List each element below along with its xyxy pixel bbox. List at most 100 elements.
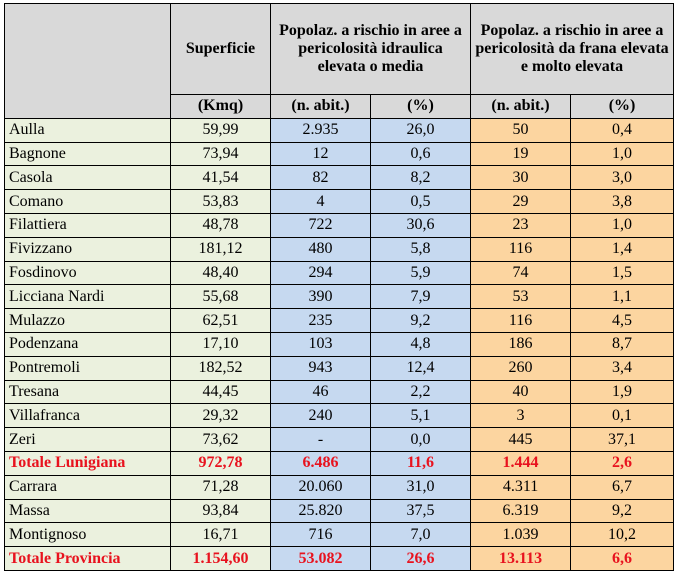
header-cell: Popolaz. a rischio in aree a pericolosit… xyxy=(470,3,675,95)
table-row: Pontremoli 182,52 943 12,4 260 3,4 xyxy=(4,355,675,381)
cell: 4 xyxy=(270,189,371,214)
cell: 294 xyxy=(270,260,371,286)
header-cell: Popolaz. a rischio in aree a pericolosit… xyxy=(269,3,472,95)
row-label: Zeri xyxy=(4,427,171,452)
cell: 2,2 xyxy=(369,379,472,405)
cell: 17,10 xyxy=(170,331,271,357)
cell: 972,78 xyxy=(170,450,271,476)
cell: 186 xyxy=(470,331,572,357)
cell: 41,54 xyxy=(170,165,271,191)
table-row: Carrara 71,28 20.060 31,0 4.311 6,7 xyxy=(4,474,675,500)
cell: 3,4 xyxy=(570,355,675,381)
table-row: Montignoso 16,71 716 7,0 1.039 10,2 xyxy=(4,522,675,548)
row-label: Aulla xyxy=(4,117,171,143)
cell: 93,84 xyxy=(170,498,271,524)
table-row: Bagnone 73,94 12 0,6 19 1,0 xyxy=(4,141,675,167)
cell: 46 xyxy=(270,379,371,405)
cell: 445 xyxy=(470,427,572,452)
cell: 71,28 xyxy=(170,474,271,500)
row-label: Podenzana xyxy=(4,331,171,357)
cell: 50 xyxy=(470,117,572,143)
row-label: Carrara xyxy=(4,474,171,500)
cell: 1,9 xyxy=(570,379,675,405)
cell: 722 xyxy=(270,212,371,238)
table-row: Zeri 73,62-0,0 445 37,1 xyxy=(4,427,675,452)
cell: 13.113 xyxy=(470,546,572,571)
cell: 1,4 xyxy=(570,236,675,262)
cell: 19 xyxy=(470,141,572,167)
unit-cell: (n. abit.) xyxy=(470,94,572,119)
cell: 29,32 xyxy=(170,403,271,429)
cell: 116 xyxy=(470,308,572,333)
cell: 44,45 xyxy=(170,379,271,405)
cell: 0,0 xyxy=(369,427,472,452)
cell: 40 xyxy=(470,379,572,405)
cell: 25.820 xyxy=(270,498,371,524)
cell: 2.935 xyxy=(270,117,371,143)
row-label: Totale Lunigiana xyxy=(4,450,171,476)
row-label: Bagnone xyxy=(4,141,171,167)
unit-cell: (%) xyxy=(369,94,472,119)
cell: 5,1 xyxy=(369,403,472,429)
cell: 103 xyxy=(270,331,371,357)
table-row: Mulazzo 62,51 235 9,2 116 4,5 xyxy=(4,308,675,333)
cell: 30 xyxy=(470,165,572,191)
cell: 53 xyxy=(470,284,572,310)
cell: 240 xyxy=(270,403,371,429)
row-label: Casola xyxy=(4,165,171,191)
table-row: Massa 93,84 25.820 37,5 6.319 9,2 xyxy=(4,498,675,524)
table-row: Totale Lunigiana 972,78 6.486 11,6 1.444 2,6 xyxy=(4,450,675,476)
cell: 23 xyxy=(470,212,572,238)
cell: 235 xyxy=(270,308,371,333)
cell: 12,4 xyxy=(369,355,472,381)
cell: 4,5 xyxy=(570,308,675,333)
cell: 116 xyxy=(470,236,572,262)
cell: 3,0 xyxy=(570,165,675,191)
cell: 7,9 xyxy=(369,284,472,310)
cell: 10,2 xyxy=(570,522,675,548)
cell: 6.486 xyxy=(270,450,371,476)
cell: 3,8 xyxy=(570,189,675,214)
row-label: Licciana Nardi xyxy=(4,284,171,310)
cell: 480 xyxy=(270,236,371,262)
cell: 55,68 xyxy=(170,284,271,310)
table-row: Fosdinovo 48,40 294 5,9 74 1,5 xyxy=(4,260,675,286)
unit-cell: (n. abit.) xyxy=(270,94,371,119)
cell: 6.319 xyxy=(470,498,572,524)
cell: 1.039 xyxy=(470,522,572,548)
table-row: Fivizzano 181,12 480 5,8 116 1,4 xyxy=(4,236,675,262)
table-row: Aulla 59,99 2.935 26,0 50 0,4 xyxy=(4,117,675,143)
cell: 26,6 xyxy=(369,546,472,571)
table-row: Casola 41,54 82 8,2 30 3,0 xyxy=(4,165,675,191)
table-row: Totale Provincia 1.154,60 53.082 26,6 13.113… xyxy=(4,546,675,571)
row-label: Villafranca xyxy=(4,403,171,429)
cell: 59,99 xyxy=(170,117,271,143)
cell: 11,6 xyxy=(369,450,472,476)
cell: 0,6 xyxy=(369,141,472,167)
cell: 73,62 xyxy=(170,427,271,452)
cell: 0,4 xyxy=(570,117,675,143)
table-body: Aulla 59,99 2.935 26,0 50 0,4 Bagnone 73,94 12 0,… xyxy=(4,117,675,571)
cell: 30,6 xyxy=(369,212,472,238)
cell: 260 xyxy=(470,355,572,381)
row-label: Massa xyxy=(4,498,171,524)
table-row: Tresana 44,45 46 2,2 40 1,9 xyxy=(4,379,675,405)
cell: 1,5 xyxy=(570,260,675,286)
row-label: Pontremoli xyxy=(4,355,171,381)
row-label: Tresana xyxy=(4,379,171,405)
cell: 3 xyxy=(470,403,572,429)
cell: 390 xyxy=(270,284,371,310)
cell: 1,0 xyxy=(570,212,675,238)
cell: 182,52 xyxy=(170,355,271,381)
cell: 4,8 xyxy=(369,331,472,357)
data-table: Superficie Popolaz. a rischio in aree a … xyxy=(4,3,675,571)
row-label: Montignoso xyxy=(4,522,171,548)
cell: - xyxy=(270,427,371,452)
cell: 6,7 xyxy=(570,474,675,500)
cell: 7,0 xyxy=(369,522,472,548)
cell: 8,7 xyxy=(570,331,675,357)
cell: 181,12 xyxy=(170,236,271,262)
row-label: Comano xyxy=(4,189,171,214)
cell: 6,6 xyxy=(570,546,675,571)
